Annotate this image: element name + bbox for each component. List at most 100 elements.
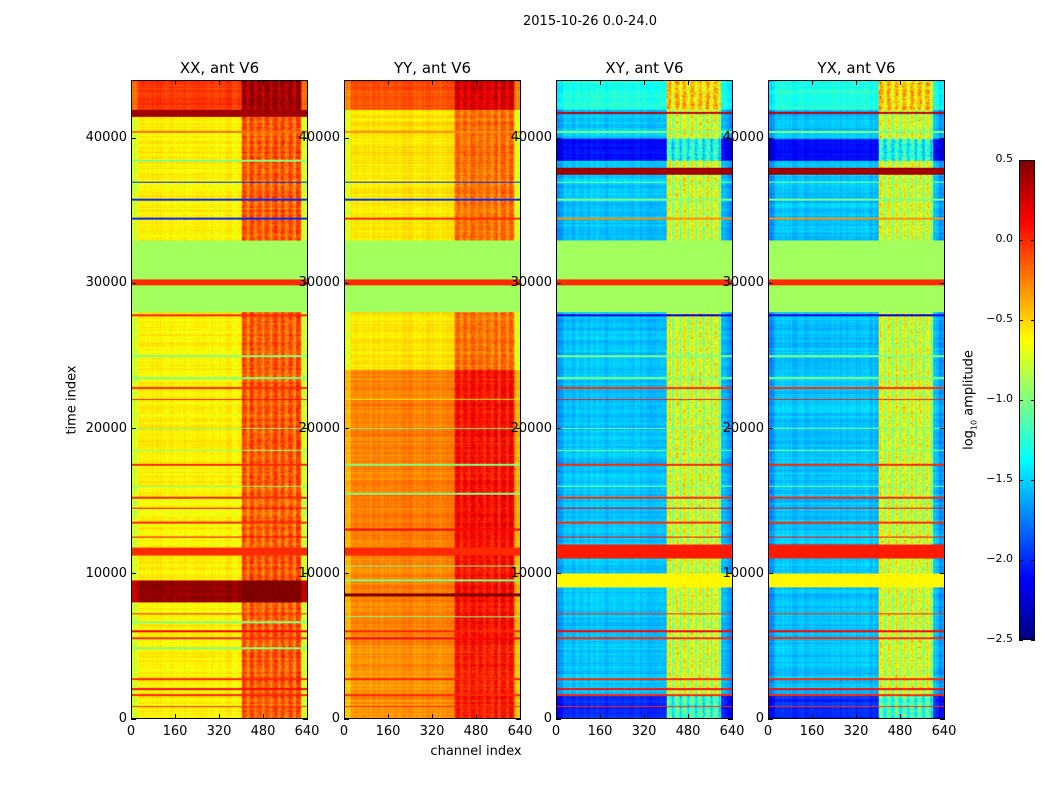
x-tick-label: 640	[507, 724, 533, 739]
x-tick	[899, 80, 901, 85]
x-tick-label: 0	[126, 724, 136, 739]
heatmap-panel-yy	[344, 80, 521, 719]
heatmap-image	[345, 81, 520, 718]
x-tick	[431, 714, 433, 719]
y-tick	[303, 137, 308, 139]
colorbar-tick	[1019, 559, 1023, 561]
y-tick	[556, 282, 561, 284]
y-tick	[556, 137, 561, 139]
x-axis-label: channel index	[430, 744, 522, 759]
y-tick	[303, 718, 308, 720]
x-tick-label: 480	[250, 724, 276, 739]
x-tick-label: 320	[843, 724, 869, 739]
y-tick	[940, 137, 945, 139]
heatmap-panel-xy	[556, 80, 733, 719]
x-tick	[643, 80, 645, 85]
y-tick-label: 10000	[298, 565, 340, 581]
y-tick-label: 30000	[722, 275, 764, 291]
y-tick	[768, 718, 773, 720]
colorbar-tick	[1031, 639, 1035, 641]
y-tick	[516, 428, 521, 430]
x-tick	[262, 80, 264, 85]
colorbar-tick	[1019, 239, 1023, 241]
x-tick	[899, 714, 901, 719]
y-tick-label: 0	[331, 711, 340, 726]
colorbar-label: log10 amplitude	[961, 350, 979, 450]
x-tick	[599, 714, 601, 719]
y-tick-label: 40000	[85, 130, 127, 146]
y-axis-label: time index	[64, 365, 80, 435]
colorbar-tick	[1031, 399, 1035, 401]
x-tick	[130, 80, 132, 85]
colorbar-tick	[1019, 319, 1023, 321]
x-tick	[262, 714, 264, 719]
heatmap-image	[132, 81, 307, 718]
colorbar-tick	[1031, 159, 1035, 161]
x-tick-label: 160	[375, 724, 401, 739]
colorbar-tick-label: 0.0	[995, 232, 1014, 245]
x-tick	[519, 80, 521, 85]
y-tick-label: 30000	[85, 275, 127, 291]
x-tick-label: 320	[631, 724, 657, 739]
x-tick	[387, 714, 389, 719]
y-tick	[556, 428, 561, 430]
y-tick	[940, 428, 945, 430]
y-tick-label: 20000	[298, 420, 340, 436]
y-tick	[516, 137, 521, 139]
x-tick	[943, 80, 945, 85]
x-tick	[343, 80, 345, 85]
y-tick	[131, 137, 136, 139]
x-tick-label: 160	[587, 724, 613, 739]
colorbar-tick	[1031, 559, 1035, 561]
y-tick	[131, 428, 136, 430]
x-tick	[174, 80, 176, 85]
x-tick	[643, 714, 645, 719]
x-tick	[599, 80, 601, 85]
x-tick	[431, 80, 433, 85]
colorbar-tick-label: 0.5	[995, 152, 1014, 165]
x-tick-label: 160	[799, 724, 825, 739]
y-tick	[728, 573, 733, 575]
colorbar-tick	[1019, 159, 1023, 161]
colorbar-tick	[1019, 399, 1023, 401]
y-tick	[728, 718, 733, 720]
x-tick	[811, 714, 813, 719]
y-tick-label: 10000	[85, 565, 127, 581]
y-tick-label: 30000	[510, 275, 552, 291]
x-tick-label: 640	[931, 724, 957, 739]
x-tick-label: 0	[551, 724, 561, 739]
x-tick	[130, 714, 132, 719]
y-tick	[768, 428, 773, 430]
colorbar-tick	[1019, 479, 1023, 481]
panel-title: YY, ant V6	[393, 59, 471, 77]
y-tick	[556, 573, 561, 575]
x-tick	[387, 80, 389, 85]
y-tick	[344, 282, 349, 284]
colorbar-tick	[1031, 239, 1035, 241]
x-tick-label: 160	[162, 724, 188, 739]
colorbar-tick-label: −1.0	[986, 392, 1013, 405]
y-tick	[303, 573, 308, 575]
y-tick	[768, 282, 773, 284]
figure-title: 2015-10-26 0.0-24.0	[523, 14, 657, 29]
x-tick-label: 480	[463, 724, 489, 739]
y-tick-label: 10000	[510, 565, 552, 581]
y-tick	[728, 428, 733, 430]
x-tick	[174, 714, 176, 719]
x-tick	[475, 80, 477, 85]
x-tick	[306, 714, 308, 719]
x-tick-label: 640	[294, 724, 320, 739]
y-tick	[344, 718, 349, 720]
y-tick-label: 30000	[298, 275, 340, 291]
x-tick-label: 320	[206, 724, 232, 739]
y-tick	[344, 137, 349, 139]
x-tick-label: 0	[339, 724, 349, 739]
heatmap-image	[769, 81, 944, 718]
x-tick	[731, 80, 733, 85]
x-tick	[555, 714, 557, 719]
heatmap-panel-yx	[768, 80, 945, 719]
y-tick	[131, 282, 136, 284]
y-tick-label: 0	[543, 711, 552, 726]
y-tick	[344, 573, 349, 575]
x-tick	[731, 714, 733, 719]
